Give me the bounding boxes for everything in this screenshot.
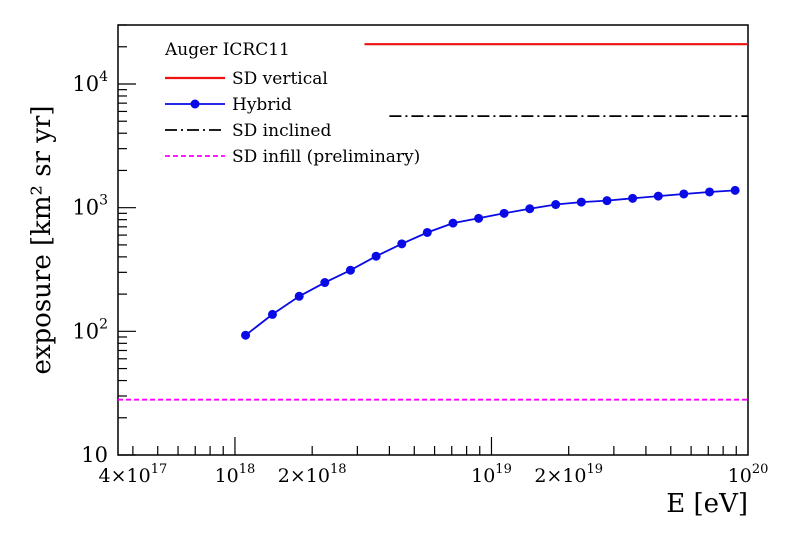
x-tick-label: 4×1017 (99, 462, 168, 487)
y-tick-label-mantissa: 10 (81, 443, 108, 467)
hybrid-data-point (320, 278, 330, 288)
hybrid-data-point (345, 265, 355, 275)
hybrid-data-point (525, 204, 535, 214)
legend-label: SD infill (preliminary) (232, 147, 420, 167)
x-tick-label-mantissa: 10 (215, 465, 239, 487)
hybrid-data-point (474, 213, 484, 223)
y-tick-label-mantissa: 10 (72, 72, 99, 96)
hybrid-data-point (422, 227, 432, 237)
y-tick-label: 104 (72, 69, 108, 96)
data-series (118, 43, 748, 401)
legend-marker (190, 99, 200, 109)
hybrid-data-point (705, 187, 715, 197)
x-tick-label-exponent: 19 (587, 462, 604, 477)
hybrid-data-point (371, 251, 381, 261)
x-tick-label-exponent: 19 (495, 462, 512, 477)
y-tick-label-mantissa: 10 (72, 319, 99, 343)
x-tick-label-mantissa: 10 (471, 465, 495, 487)
x-tick-label: 1019 (471, 462, 512, 487)
hybrid-data-point (294, 291, 304, 301)
y-tick-label: 103 (72, 193, 108, 220)
hybrid-data-point (602, 196, 612, 206)
hybrid-data-point (499, 208, 509, 218)
hybrid-data-point (397, 239, 407, 249)
x-tick-label: 1018 (215, 462, 256, 487)
hybrid-data-point (241, 330, 251, 340)
y-tick-label-exponent: 2 (99, 316, 108, 332)
y-tick-label-exponent: 4 (99, 69, 108, 85)
y-tick-label: 10 (81, 443, 108, 467)
legend-title: Auger ICRC11 (164, 40, 290, 60)
legend-label: SD vertical (232, 69, 328, 89)
hybrid-data-point (628, 193, 638, 203)
legend-label: Hybrid (232, 95, 292, 115)
x-tick-label-mantissa: 2×10 (278, 465, 330, 487)
y-tick-label: 102 (72, 316, 108, 343)
x-tick-label-mantissa: 4×10 (99, 465, 151, 487)
x-tick-label-mantissa: 2×10 (534, 465, 586, 487)
plot-frame (117, 24, 749, 456)
axis-tick-labels: 4×1017 1018 2×1018 1019 2×1019 10201010210310… (72, 69, 768, 487)
series-line-hybrid (245, 189, 736, 336)
x-tick-label: 2×1019 (534, 462, 603, 487)
hybrid-data-point (653, 191, 663, 201)
x-tick-label-exponent: 17 (151, 462, 168, 477)
y-axis-label: exposure [km² sr yr] (27, 105, 57, 374)
x-tick-label: 2×1018 (278, 462, 347, 487)
hybrid-data-point (679, 189, 689, 199)
hybrid-data-point (448, 218, 458, 228)
hybrid-data-point (551, 200, 561, 210)
hybrid-data-point (730, 185, 740, 195)
legend-label: SD inclined (232, 121, 331, 141)
x-axis-label: E [eV] (666, 489, 748, 519)
x-tick-label-mantissa: 10 (728, 465, 752, 487)
x-tick-label-exponent: 18 (239, 462, 256, 477)
axis-ticks (118, 24, 737, 456)
x-tick-label: 1020 (728, 462, 769, 487)
legend: Auger ICRC11 SD vertical Hybrid SD incline… (164, 40, 420, 167)
x-tick-label-exponent: 20 (752, 462, 769, 477)
hybrid-data-point (267, 309, 277, 319)
hybrid-data-point (576, 197, 586, 207)
y-tick-label-mantissa: 10 (72, 196, 99, 220)
y-tick-label-exponent: 3 (99, 193, 108, 209)
x-tick-label-exponent: 18 (330, 462, 347, 477)
